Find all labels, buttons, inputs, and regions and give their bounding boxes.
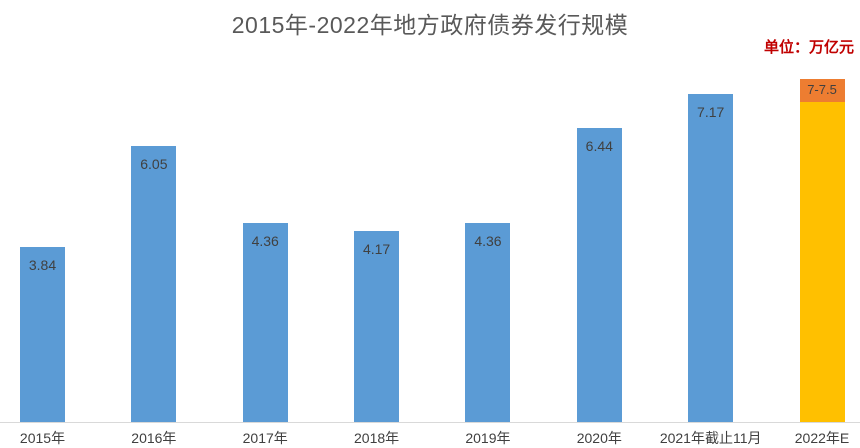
x-axis-label-2016年: 2016年	[131, 430, 177, 446]
bar-value-label: 3.84	[28, 256, 57, 273]
x-axis-label-2019年: 2019年	[465, 430, 511, 446]
x-axis-label-2018年: 2018年	[354, 430, 400, 446]
bar-value-label: 6.05	[140, 155, 168, 172]
bar-2016年: 6.05	[131, 145, 177, 422]
estimate-upper-segment: 7-7.5	[799, 79, 845, 103]
estimate-range-label: 7-7.5	[807, 82, 837, 98]
x-axis-label-2021年截止11月: 2021年截止11月	[659, 430, 762, 446]
bar-value-label: 4.36	[474, 232, 502, 249]
bar-2021年截止11月: 7.17	[688, 94, 734, 422]
bar-2018年: 4.17	[354, 231, 400, 422]
bar-value-label: 4.17	[362, 241, 391, 258]
bar-2022年E: 7-7.5	[799, 79, 845, 422]
bar-value-label: 4.36	[251, 232, 279, 249]
x-axis-label-2015年: 2015年	[19, 430, 66, 446]
x-axis-label-2017年: 2017年	[242, 430, 288, 446]
bar-2019年: 4.36	[465, 222, 511, 422]
bar-value-label: 7.17	[697, 104, 725, 121]
bar-value-label: 6.44	[585, 137, 613, 154]
bar-2015年: 3.84	[20, 246, 65, 422]
chart-title: 2015年-2022年地方政府债券发行规模	[231, 12, 629, 38]
bar-2017年: 4.36	[242, 222, 288, 422]
x-axis-line	[0, 422, 860, 423]
estimate-base-segment	[799, 102, 845, 422]
x-axis-label-2022年E: 2022年E	[794, 430, 850, 446]
x-axis-label-2020年: 2020年	[576, 430, 622, 446]
unit-label: 单位：万亿元	[763, 39, 854, 56]
bar-2020年: 6.44	[576, 127, 622, 422]
